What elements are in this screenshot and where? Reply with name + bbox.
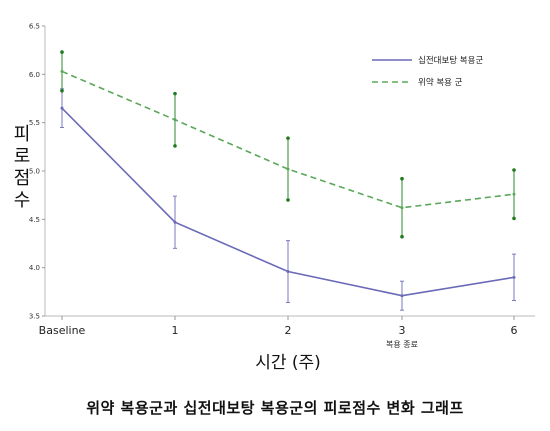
y-tick-label: 6.0 xyxy=(29,71,40,79)
y-tick-label: 5.0 xyxy=(29,168,40,176)
data-point xyxy=(173,220,177,224)
error-cap xyxy=(173,144,177,148)
data-point xyxy=(512,192,516,196)
error-cap xyxy=(286,198,290,202)
y-axis-label: 로 xyxy=(14,146,31,167)
data-point xyxy=(60,69,64,73)
y-tick-label: 5.5 xyxy=(29,119,40,127)
data-point xyxy=(512,275,516,279)
data-point xyxy=(400,206,404,210)
data-point xyxy=(286,270,290,274)
series-layer xyxy=(60,50,516,311)
y-tick-label: 4.5 xyxy=(29,216,40,224)
y-tick-label: 3.5 xyxy=(29,313,40,321)
data-point xyxy=(400,294,404,298)
x-annotation: 복용 종료 xyxy=(386,340,418,349)
x-tick-label: 2 xyxy=(285,324,292,337)
data-point xyxy=(173,118,177,122)
series-line xyxy=(61,70,515,209)
error-cap xyxy=(512,168,516,172)
y-tick-label: 6.5 xyxy=(29,23,40,31)
y-axis-label: 점 xyxy=(14,168,31,189)
x-tick-label: 3 xyxy=(399,324,406,337)
error-cap xyxy=(400,234,404,239)
error-cap xyxy=(60,50,64,54)
series-2 xyxy=(60,50,516,239)
figure-caption: 위약 복용군과 십전대보탕 복용군의 피로점수 변화 그래프 xyxy=(86,399,464,417)
data-point xyxy=(286,167,290,171)
error-cap xyxy=(286,136,290,140)
axes: 3.5 4.0 4.5 5.0 5.5 6.0 6.5 Baseline 1 2 3 6 복용 종료 xyxy=(29,23,535,349)
y-axis-label: 수 xyxy=(14,190,31,211)
line-chart: 3.5 4.0 4.5 5.0 5.5 6.0 6.5 Baseline 1 2 3 6 복용 종료 십… xyxy=(14,23,535,373)
y-axis-label: 피 xyxy=(14,124,31,145)
error-cap xyxy=(400,176,404,181)
error-cap xyxy=(173,91,177,96)
data-point xyxy=(60,106,64,110)
x-tick-label: Baseline xyxy=(39,324,86,337)
legend-label: 위약 복용 군 xyxy=(418,77,463,88)
x-axis-label: 시간 (주) xyxy=(255,353,321,373)
x-tick-label: 6 xyxy=(511,324,518,337)
series-1 xyxy=(60,88,516,311)
legend-label: 십전대보탕 복용군 xyxy=(418,55,483,66)
y-tick-label: 4.0 xyxy=(29,264,40,272)
x-tick-label: 1 xyxy=(172,324,179,337)
error-cap xyxy=(512,216,516,221)
error-cap xyxy=(60,88,64,93)
